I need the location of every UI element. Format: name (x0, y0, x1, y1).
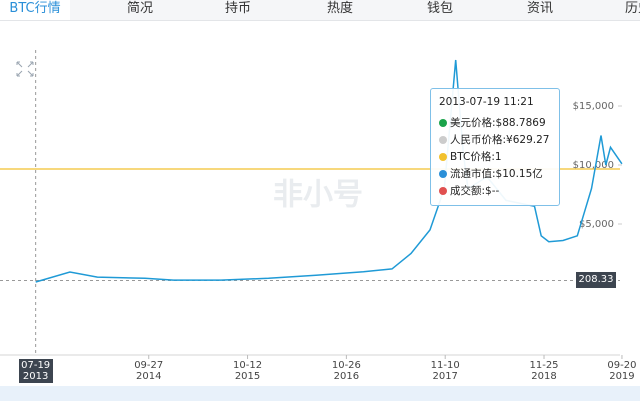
tooltip-text: 人民币价格:¥629.27 (450, 134, 550, 146)
tooltip-time: 2013-07-19 11:21 (439, 96, 534, 108)
tooltip-text: BTC价格:1 (450, 151, 502, 163)
tooltip-row: 人民币价格:¥629.27 (439, 132, 549, 148)
tab[interactable]: 资讯 (526, 1, 553, 16)
legend-dot (439, 136, 447, 144)
tooltip-text: 流通市值:$10.15亿 (450, 168, 543, 180)
y-tick-label: $15,000 (573, 101, 614, 112)
tab[interactable]: 简况 (126, 1, 153, 16)
legend-dot (439, 153, 447, 161)
y-tick-label: $10,000 (573, 160, 614, 171)
y-tick-label: $5,000 (579, 219, 614, 230)
tooltip-row: BTC价格:1 (439, 149, 502, 165)
fullscreen-icon[interactable] (16, 61, 34, 77)
legend-dot (439, 187, 447, 195)
tab[interactable]: 持币 (224, 1, 251, 16)
x-tick-label: 11-10 2017 (430, 360, 460, 382)
marker-label: 208.33 (576, 271, 616, 288)
tooltip-row: 流通市值:$10.15亿 (439, 166, 543, 182)
x-tick-label: 09-20 2019 (607, 360, 637, 382)
x-tick-label: 11-25 2018 (529, 360, 559, 382)
x-tick-label: 09-27 2014 (134, 360, 164, 382)
tooltip-text: 美元价格:$88.7869 (450, 117, 546, 129)
legend-dot (439, 119, 447, 127)
tooltip-row: 成交额:$-- (439, 183, 499, 199)
tab[interactable]: 历史 (624, 1, 640, 16)
tab-bar: BTC行情 简况 持币 热度 钱包 资讯 历史 (0, 0, 640, 21)
tab[interactable]: BTC行情 (0, 0, 70, 20)
tab[interactable]: 钱包 (426, 1, 453, 16)
tooltip-row: 美元价格:$88.7869 (439, 115, 546, 131)
x-tick-label: 10-26 2016 (331, 360, 361, 382)
tab[interactable]: 热度 (326, 1, 353, 16)
tooltip: 2013-07-19 11:21 美元价格:$88.7869 人民币价格:¥629… (430, 88, 560, 206)
x-tick-label: 10-12 2015 (233, 360, 263, 382)
crosshair-label: 07-19 2013 (18, 359, 53, 383)
watermark: 非小号 (273, 178, 363, 213)
legend-dot (439, 170, 447, 178)
scrollbar[interactable] (0, 386, 640, 401)
tooltip-text: 成交额:$-- (450, 185, 500, 197)
